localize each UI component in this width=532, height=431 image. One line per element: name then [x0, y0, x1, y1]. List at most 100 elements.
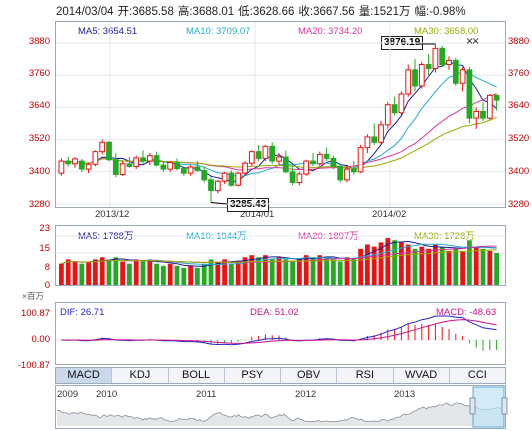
volume-bar — [405, 244, 411, 285]
volume-bar — [106, 259, 112, 285]
volume-bar — [358, 248, 363, 285]
volume-bar — [494, 253, 499, 285]
macd-panel[interactable] — [55, 302, 506, 365]
candle-body — [398, 93, 405, 114]
volume-bar — [65, 259, 71, 285]
volume-bar — [365, 244, 370, 285]
candle-body — [112, 159, 119, 175]
candle-body — [228, 172, 235, 186]
quote-low-label: 低: — [238, 6, 253, 18]
volume-bar — [392, 240, 397, 285]
candle-body — [140, 157, 146, 162]
volume-bar — [167, 263, 173, 285]
quote-volume-label: 量: — [358, 6, 374, 18]
volume-bar — [72, 261, 78, 285]
price-tick-left: 3280 — [28, 199, 50, 210]
candle-body — [255, 151, 262, 159]
candle-body — [303, 160, 310, 175]
vol-tick: 8 — [44, 262, 50, 273]
price-tick-right: 3640 — [508, 100, 530, 111]
volume-bar — [195, 267, 200, 285]
legend-ma20: MA20: 3734.20 — [298, 26, 363, 37]
volume-bar — [147, 259, 153, 285]
price-panel[interactable] — [55, 21, 506, 208]
tab-psy[interactable]: PSY — [225, 368, 281, 383]
candle-body — [282, 156, 289, 173]
candle-body — [412, 69, 418, 87]
candle-body — [323, 153, 330, 159]
price-tick-right: 3760 — [508, 68, 530, 79]
volume-bar — [120, 261, 125, 285]
price-x-label: 2014/02 — [372, 209, 407, 220]
candle-body — [391, 104, 398, 114]
tab-rsi[interactable]: RSI — [337, 368, 394, 383]
tab-wvad[interactable]: WVAD — [394, 368, 450, 383]
price-tick-left: 3880 — [28, 36, 50, 47]
vol-tick: 23 — [39, 223, 50, 234]
volume-bar — [229, 263, 234, 285]
volume-bar — [161, 265, 166, 285]
overview-line — [56, 402, 505, 422]
candle-body — [480, 110, 486, 119]
candle-body — [214, 180, 221, 192]
candle-body — [201, 169, 208, 181]
tab-kdj[interactable]: KDJ — [112, 368, 169, 383]
price-tick-left: 3640 — [28, 100, 50, 111]
tab-obv[interactable]: OBV — [281, 368, 338, 383]
quote-high: 3688.01 — [192, 6, 235, 18]
volume-bar — [201, 263, 207, 285]
volume-bar — [317, 255, 323, 285]
volume-bar — [222, 259, 227, 285]
vol-tick: 15 — [39, 243, 50, 254]
candle-body — [85, 163, 92, 170]
candle-body — [99, 141, 106, 153]
tab-cci[interactable]: CCI — [467, 369, 487, 381]
legend-ma30: MA30: 3658.00 — [414, 26, 479, 37]
volume-bar — [127, 263, 132, 285]
candle-body — [357, 147, 364, 173]
candle-body — [194, 166, 201, 171]
volume-bar — [235, 261, 241, 285]
volume-bar — [215, 261, 221, 285]
candle-body — [174, 161, 180, 170]
volume-bar — [446, 250, 452, 285]
overview-handle-left — [469, 397, 476, 415]
indicator-tabs: MACD KDJ BOLL PSY OBV RSI WVAD CCI — [55, 367, 506, 384]
overview-year: 2009 — [57, 389, 79, 400]
candle-body — [446, 59, 452, 65]
volume-bar — [181, 267, 187, 285]
price-tick-right: 3520 — [508, 133, 530, 144]
volume-bar — [154, 263, 159, 285]
volume-bar — [303, 255, 309, 285]
quote-change: -0.98% — [429, 6, 466, 18]
top-marker: × — [471, 36, 479, 47]
macd-legend-macd: MACD: -48.63 — [436, 307, 497, 318]
legend-ma10: MA10: 3709.07 — [186, 26, 251, 37]
candle-body — [452, 59, 459, 84]
candle-body — [160, 164, 167, 170]
volume-bar — [467, 240, 472, 285]
low-callout-pointer — [210, 202, 228, 205]
tab-boll[interactable]: BOLL — [169, 368, 225, 383]
price-tick-left: 3520 — [28, 133, 50, 144]
candle-body — [208, 179, 214, 192]
price-x-label: 2013/12 — [95, 209, 130, 220]
volume-bar — [378, 242, 384, 285]
volume-bar — [439, 246, 445, 285]
volume-bar — [331, 259, 336, 285]
volume-bar — [473, 246, 479, 285]
quote-close: 3667.56 — [313, 6, 355, 18]
candle-body — [65, 160, 72, 165]
volume-bar — [453, 248, 459, 285]
tab-macd[interactable]: MACD — [56, 368, 113, 383]
volume-bar — [263, 255, 268, 285]
volume-bar — [256, 257, 261, 285]
volume-bar — [283, 259, 289, 285]
candle-body — [466, 69, 473, 119]
candle-body — [269, 145, 276, 162]
candle-body — [296, 173, 303, 184]
candle-body — [371, 136, 378, 143]
quote-low: 3628.66 — [252, 6, 295, 18]
volume-bar — [79, 263, 85, 285]
